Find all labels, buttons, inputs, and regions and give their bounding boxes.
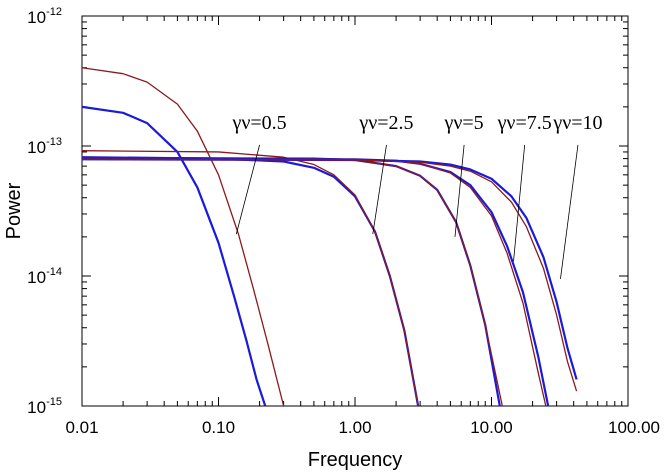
annotation-leader-line — [454, 144, 465, 237]
axis-ticks: 0.01 0.10 1.00 10.00 100.00 10-15 10-14 10-13 10… — [27, 6, 660, 437]
annotation-label: γν=0.5 — [232, 112, 287, 134]
x-tick-label: 0.01 — [65, 418, 98, 437]
annotation-leader-line — [235, 144, 260, 235]
series-line-blue — [82, 105, 267, 406]
series-line-blue — [82, 156, 420, 406]
x-tick-label: 10.00 — [470, 418, 513, 437]
series-line-red — [82, 150, 419, 406]
y-tick-label: 10-14 — [27, 266, 62, 287]
annotation-label: γν=7.5 — [497, 112, 552, 134]
series-line-red — [82, 67, 285, 406]
annotations: γν=0.5 γν=2.5 γν=5 γν=7.5 γν=10 — [232, 112, 603, 279]
annotation-leader-line — [513, 144, 526, 262]
y-tick-label: 10-13 — [27, 136, 62, 157]
series-line-red — [82, 157, 547, 406]
annotation-label: γν=5 — [444, 112, 484, 134]
annotation-label: γν=2.5 — [358, 112, 413, 134]
plot-frame — [81, 15, 629, 407]
series-line-red — [82, 158, 578, 392]
y-tick-label: 10-15 — [27, 396, 62, 417]
x-tick-label: 0.10 — [202, 418, 235, 437]
y-axis-title: Power — [3, 182, 25, 239]
x-tick-label: 100.00 — [608, 418, 660, 437]
series-line-blue — [82, 156, 501, 406]
series-line-blue — [82, 157, 550, 406]
annotation-leader-line — [560, 144, 579, 279]
x-tick-label: 1.00 — [338, 418, 371, 437]
series-lines — [82, 67, 578, 406]
annotation-leader-line — [372, 144, 387, 235]
x-axis-title: Frequency — [308, 449, 403, 471]
y-tick-label: 10-12 — [27, 6, 62, 27]
annotation-label: γν=10 — [552, 112, 602, 134]
